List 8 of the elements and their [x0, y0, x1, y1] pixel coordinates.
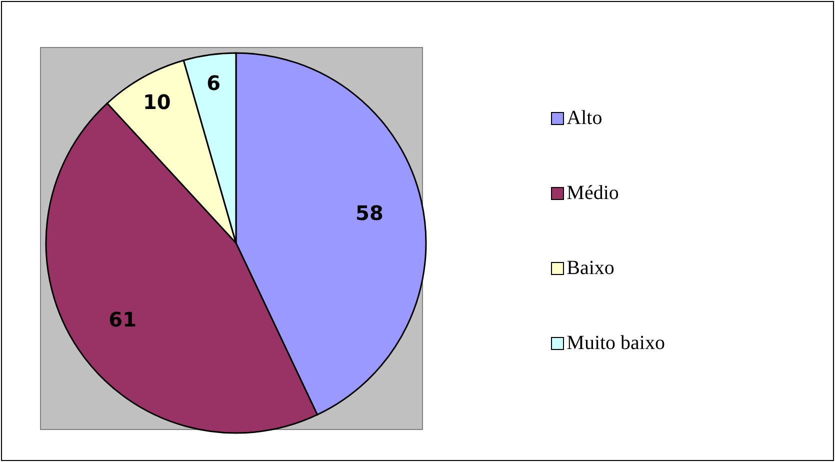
data-label: 10	[142, 90, 171, 114]
legend-label: Muito baixo	[566, 332, 665, 355]
legend-label: Alto	[566, 107, 602, 130]
legend-label: Médio	[566, 182, 619, 205]
data-label: 61	[108, 308, 137, 332]
legend-label: Baixo	[566, 257, 614, 280]
data-label: 58	[356, 201, 384, 226]
data-label: 6	[206, 71, 220, 96]
